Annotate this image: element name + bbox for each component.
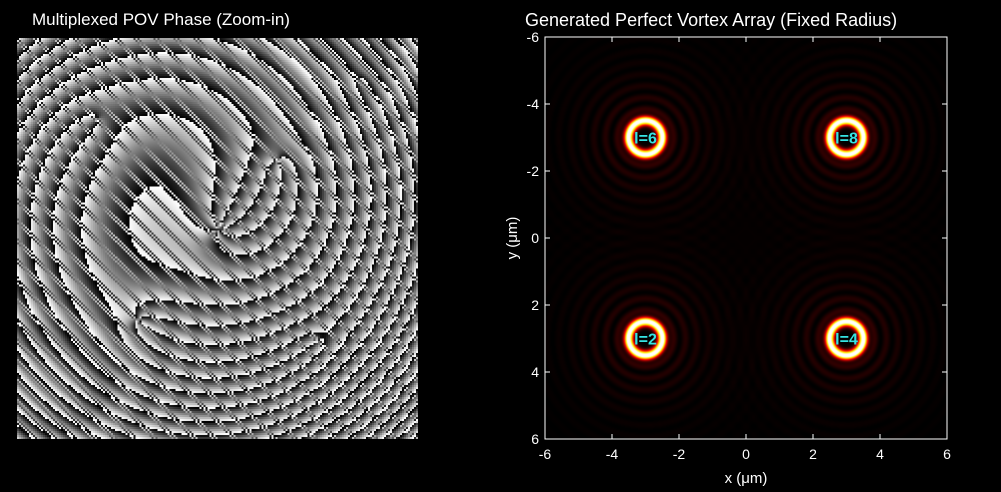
- y-tick-label: 4: [531, 364, 539, 380]
- x-tick-label: -4: [606, 446, 619, 462]
- x-tick-label: -6: [539, 446, 552, 462]
- vortex-label: l=2: [634, 332, 657, 349]
- phase-panel-title: Multiplexed POV Phase (Zoom-in): [32, 10, 290, 29]
- y-tick-label: 2: [531, 297, 539, 313]
- vortex-label: l=6: [634, 131, 657, 148]
- vortex-intensity-image: [545, 37, 947, 439]
- phase-mask-image: [17, 38, 418, 439]
- vortex-label: l=8: [835, 131, 858, 148]
- y-tick-label: -4: [527, 96, 540, 112]
- vortex-label: l=4: [835, 332, 858, 349]
- x-tick-label: -2: [673, 446, 686, 462]
- x-tick-label: 4: [876, 446, 884, 462]
- x-tick-label: 6: [943, 446, 951, 462]
- y-tick-label: -2: [527, 163, 540, 179]
- intensity-panel-title: Generated Perfect Vortex Array (Fixed Ra…: [525, 10, 898, 30]
- y-tick-label: 0: [531, 230, 539, 246]
- x-tick-label: 0: [742, 446, 750, 462]
- y-tick-label: 6: [531, 431, 539, 447]
- y-tick-label: -6: [527, 29, 540, 45]
- y-axis-label: y (μm): [504, 217, 521, 260]
- x-axis-label: x (μm): [725, 470, 768, 487]
- x-tick-label: 2: [809, 446, 817, 462]
- plot-frame: [544, 36, 948, 440]
